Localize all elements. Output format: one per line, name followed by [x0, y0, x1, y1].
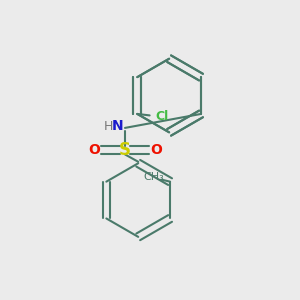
Text: CH₃: CH₃ [143, 172, 164, 182]
Text: O: O [88, 143, 100, 157]
Text: Cl: Cl [155, 110, 168, 123]
Text: N: N [112, 119, 123, 134]
Text: H: H [104, 120, 113, 133]
Text: O: O [150, 143, 162, 157]
Text: S: S [119, 141, 131, 159]
